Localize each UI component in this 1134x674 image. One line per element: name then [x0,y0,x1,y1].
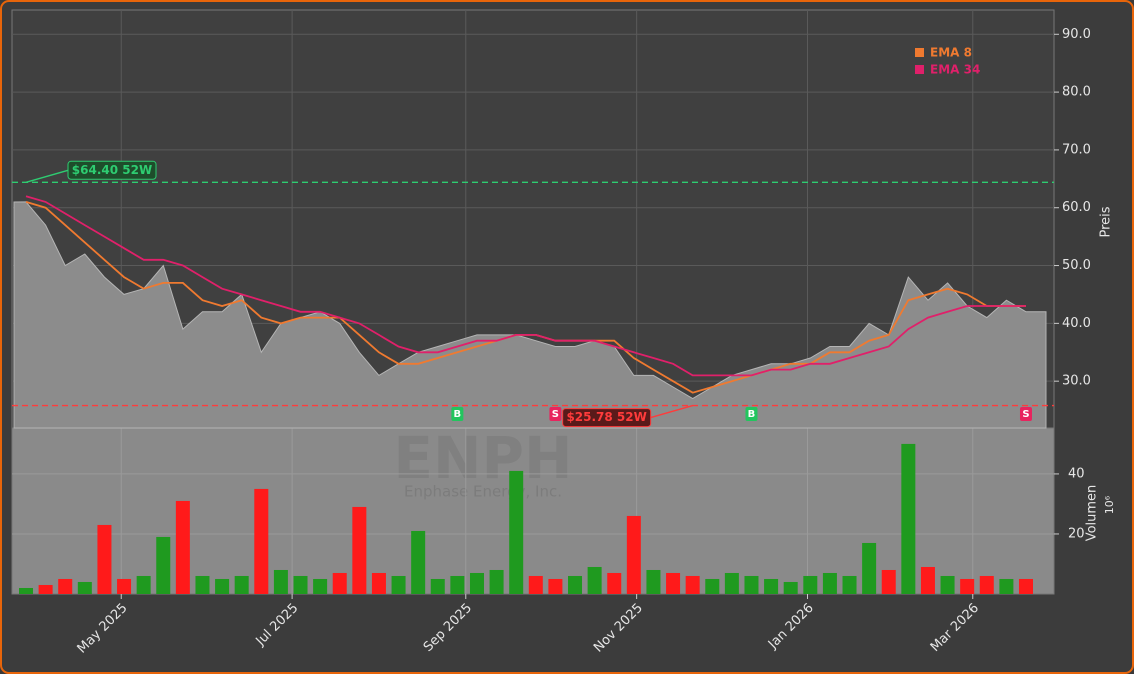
volume-bar [666,572,681,594]
volume-bar [587,566,602,594]
legend-label: EMA 8 [930,46,972,60]
volume-bar [293,575,308,594]
volume-bar [136,575,151,594]
annotation-label: $25.78 52W [566,410,646,424]
annotation-arrow [650,404,693,419]
volume-bar [489,569,504,594]
y-tick-label: 90.0 [1062,27,1091,42]
y-tick-label: 30.0 [1062,374,1091,389]
watermark: ENPH [393,424,572,492]
y-tick-label: 20 [1068,526,1085,541]
volume-bar [646,569,661,594]
signal-label: S [1022,409,1029,420]
volume-bar [254,488,269,594]
volume-bar [195,575,210,594]
legend-swatch [915,65,924,74]
price-area [13,201,1047,429]
signal-marker [451,407,464,421]
legend-swatch [915,48,924,57]
volume-bar [999,578,1014,594]
volume-bar [332,572,347,594]
volume-bar [568,575,583,594]
volume-bar [156,536,171,594]
volume-bar [979,575,994,594]
signal-marker [549,407,562,421]
y-tick-label: 60.0 [1062,200,1091,215]
volume-bar [215,578,230,594]
volume-bar [411,530,426,594]
volume-bar [528,575,543,594]
volume-bar [469,572,484,594]
signal-marker [745,407,758,421]
volume-bar [430,578,445,594]
volume-bar [940,575,955,594]
volume-bar [509,470,524,594]
volume-bar [77,581,92,594]
y-tick-label: 40 [1068,466,1085,481]
volume-bar [960,578,975,594]
volume-bar [352,506,367,594]
legend-label: EMA 34 [930,63,980,77]
annotation-box [67,160,157,180]
volume-bar [705,578,720,594]
volume-bar [19,587,34,594]
volume-bar [842,575,857,594]
volume-bar [744,575,759,594]
annotation-box [562,408,652,428]
volume-bar [685,575,700,594]
volume-bar [822,572,837,594]
volume-bar [764,578,779,594]
volume-bar [313,578,328,594]
volume-axis-label: Volumen [1085,485,1100,542]
annotation-arrow [25,169,69,184]
annotation-label: $64.40 52W [72,163,152,177]
signal-marker [1019,407,1032,421]
volume-bar [273,569,288,594]
volume-bar [97,524,112,594]
volume-bar [1018,578,1033,594]
y-tick-label: 40.0 [1062,316,1091,331]
volume-bar [38,584,53,594]
signal-label: S [552,409,559,420]
volume-bar [862,542,877,594]
signal-label: B [454,409,462,420]
watermark-subtitle: Enphase Energy, Inc. [404,483,562,501]
volume-bar [783,581,798,594]
volume-exponent: 10⁶ [1103,495,1116,514]
volume-bar [724,572,739,594]
volume-bar [548,578,563,594]
volume-bar [881,569,896,594]
volume-bar [901,443,916,594]
price-axis-label: Preis [1099,206,1114,237]
volume-bar [450,575,465,594]
volume-bar [175,500,190,594]
y-tick-label: 70.0 [1062,142,1091,157]
volume-bar [626,515,641,594]
y-tick-label: 80.0 [1062,85,1091,100]
volume-bar [391,575,406,594]
volume-bar [371,572,386,594]
volume-bar [607,572,622,594]
ema-line [25,195,1026,377]
volume-bar [234,575,249,594]
y-tick-label: 50.0 [1062,258,1091,273]
volume-bar [117,578,132,594]
volume-bar [803,575,818,594]
volume-bar [920,566,935,594]
signal-label: B [748,409,756,420]
volume-bar [58,578,73,594]
